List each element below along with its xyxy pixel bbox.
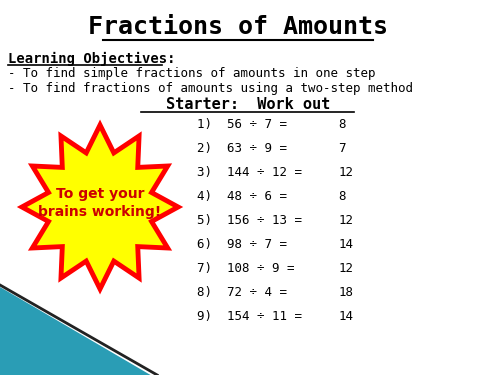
Text: 7)  108 ÷ 9 =: 7) 108 ÷ 9 = [197, 262, 294, 275]
Text: 9)  154 ÷ 11 =: 9) 154 ÷ 11 = [197, 310, 302, 323]
Text: 12: 12 [338, 214, 353, 227]
Text: - To find simple fractions of amounts in one step: - To find simple fractions of amounts in… [8, 67, 375, 80]
Polygon shape [0, 287, 150, 375]
Text: 8)  72 ÷ 4 =: 8) 72 ÷ 4 = [197, 286, 287, 299]
Text: 7: 7 [338, 142, 345, 155]
Text: Learning Objectives:: Learning Objectives: [8, 52, 175, 66]
Text: 8: 8 [338, 118, 345, 131]
Text: 3)  144 ÷ 12 =: 3) 144 ÷ 12 = [197, 166, 302, 179]
Text: 12: 12 [338, 166, 353, 179]
Text: 14: 14 [338, 310, 353, 323]
Text: 12: 12 [338, 262, 353, 275]
Text: To get your
brains working!: To get your brains working! [38, 187, 162, 219]
Text: 18: 18 [338, 286, 353, 299]
Text: 14: 14 [338, 238, 353, 251]
Text: 4)  48 ÷ 6 =: 4) 48 ÷ 6 = [197, 190, 287, 203]
Text: 8: 8 [338, 190, 345, 203]
Polygon shape [22, 125, 178, 289]
Text: 6)  98 ÷ 7 =: 6) 98 ÷ 7 = [197, 238, 287, 251]
Text: - To find fractions of amounts using a two-step method: - To find fractions of amounts using a t… [8, 82, 412, 95]
Text: Starter:  Work out: Starter: Work out [166, 97, 330, 112]
Text: 1)  56 ÷ 7 =: 1) 56 ÷ 7 = [197, 118, 287, 131]
Text: Fractions of Amounts: Fractions of Amounts [88, 15, 388, 39]
Text: 5)  156 ÷ 13 =: 5) 156 ÷ 13 = [197, 214, 302, 227]
Text: 2)  63 ÷ 9 =: 2) 63 ÷ 9 = [197, 142, 287, 155]
